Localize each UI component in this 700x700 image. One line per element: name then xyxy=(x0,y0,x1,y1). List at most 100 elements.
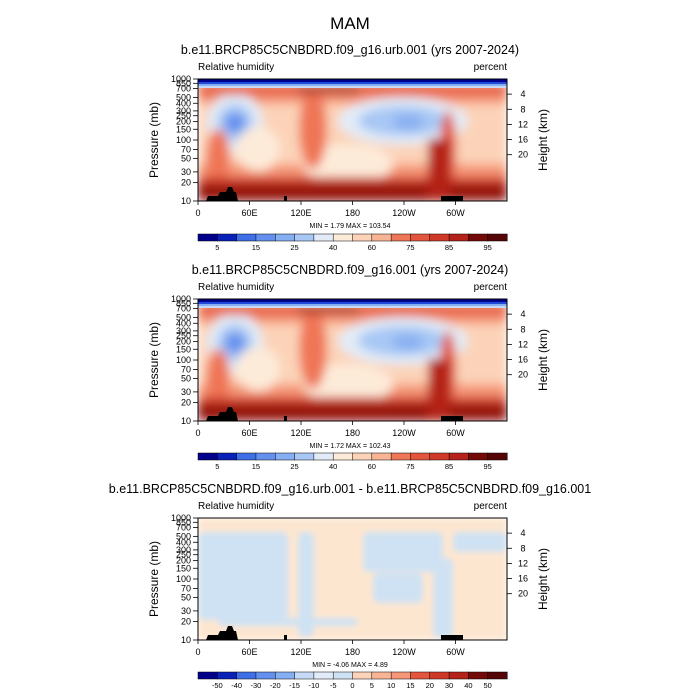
colorbar-box xyxy=(390,452,411,461)
y-tick-label: 250 xyxy=(176,111,191,121)
y-tick-label: 100 xyxy=(176,355,191,365)
strato-band-3 xyxy=(198,84,507,86)
y-tick-label: 200 xyxy=(176,337,191,347)
y-tick-label: 50 xyxy=(181,373,191,383)
colorbar-box xyxy=(197,452,218,461)
colorbar-box xyxy=(371,452,392,461)
y2-axis-label: Height (km) xyxy=(536,548,550,610)
topography-andes xyxy=(441,196,463,201)
y-axis-label: Pressure (mb) xyxy=(147,541,161,617)
colorbar-label: -5 xyxy=(330,681,337,690)
y2-tick-label: 12 xyxy=(518,119,528,129)
colorbar-label: 40 xyxy=(329,462,337,471)
colorbar-box xyxy=(236,671,257,680)
colorbar-box xyxy=(332,671,354,680)
x-tick-label: 120E xyxy=(290,208,311,218)
diff-negative-area xyxy=(433,558,453,638)
colorbar-label: -50 xyxy=(212,681,223,690)
colorbar-label: 25 xyxy=(290,243,298,252)
x-tick-label: 0 xyxy=(195,428,200,438)
colorbar-box xyxy=(313,233,334,242)
colorbar-box xyxy=(255,671,276,680)
x-tick-label: 60E xyxy=(241,647,257,657)
moist-column-1 xyxy=(299,309,327,389)
dry-zone-3 xyxy=(303,364,393,404)
diff-negative-area xyxy=(218,618,358,626)
y-tick-label: 10 xyxy=(181,416,191,426)
y-tick-label: 250 xyxy=(176,331,191,341)
y-tick-label: 700 xyxy=(176,522,191,532)
colorbar-box xyxy=(448,671,469,680)
y-tick-label: 50 xyxy=(181,592,191,602)
colorbar-box xyxy=(371,671,392,680)
panel-3: b.e11.BRCP85C5CNBDRD.f09_g16.urb.001 - b… xyxy=(109,482,591,690)
y-tick-label: 20 xyxy=(181,617,191,627)
y-tick-label: 1000 xyxy=(171,294,191,304)
strato-band-4 xyxy=(198,306,507,308)
rh-field xyxy=(198,299,507,421)
colorbar-label: 15 xyxy=(252,462,260,471)
colorbar-box xyxy=(332,233,354,242)
y-tick-label: 850 xyxy=(176,298,191,308)
y2-tick-label: 20 xyxy=(518,589,528,599)
colorbar-box xyxy=(313,671,334,680)
strato-band-2 xyxy=(198,302,507,304)
left-string: Relative humidity xyxy=(198,62,274,73)
dry-zone-4 xyxy=(236,347,280,391)
colorbar-box xyxy=(236,452,257,461)
colorbar-label: 25 xyxy=(290,462,298,471)
colorbar-box xyxy=(410,233,431,242)
y-tick-label: 500 xyxy=(176,312,191,322)
colorbar-label: -30 xyxy=(251,681,262,690)
diff-field xyxy=(198,518,507,640)
colorbar-box xyxy=(371,233,392,242)
colorbar-box xyxy=(448,452,469,461)
topography-africa xyxy=(206,187,238,201)
y-tick-label: 300 xyxy=(176,106,191,116)
colorbar-box xyxy=(390,671,411,680)
colorbar-box xyxy=(313,452,334,461)
y-tick-label: 20 xyxy=(181,398,191,408)
y-tick-label: 1000 xyxy=(171,513,191,523)
upper-moist-core xyxy=(298,307,358,313)
colorbar-box xyxy=(217,671,238,680)
x-tick-label: 0 xyxy=(195,647,200,657)
colorbar-box xyxy=(352,233,373,242)
topography-islands xyxy=(284,196,287,201)
y-tick-label: 400 xyxy=(176,318,191,328)
colorbar-label: 10 xyxy=(387,681,395,690)
strato-band-4 xyxy=(198,86,507,88)
x-tick-label: 180 xyxy=(345,208,360,218)
y-tick-label: 70 xyxy=(181,144,191,154)
dry-zone-3 xyxy=(303,144,393,184)
diff-negative-area xyxy=(373,573,423,603)
strato-band-1 xyxy=(198,299,507,302)
colorbar-box xyxy=(275,233,296,242)
colorbar: 5 15 25 40 60 75 85 95 xyxy=(197,452,508,471)
x-tick-label: 120W xyxy=(392,208,416,218)
x-tick-label: 180 xyxy=(345,647,360,657)
colorbar-box xyxy=(468,452,489,461)
y-tick-label: 10 xyxy=(181,635,191,645)
min-max-stats: MIN = 1.72 MAX = 102.43 xyxy=(310,443,391,450)
y-tick-label: 300 xyxy=(176,326,191,336)
y-tick-label: 300 xyxy=(176,545,191,555)
colorbar-box xyxy=(410,452,431,461)
field-group xyxy=(198,518,507,640)
colorbar-label: 60 xyxy=(368,462,376,471)
moist-andes xyxy=(428,139,450,201)
y-tick-label: 500 xyxy=(176,531,191,541)
x-tick-label: 120W xyxy=(392,428,416,438)
colorbar-label: 95 xyxy=(484,462,492,471)
colorbar-box xyxy=(487,233,508,242)
colorbar-box xyxy=(429,671,450,680)
y2-tick-label: 12 xyxy=(518,339,528,349)
topography-andes xyxy=(441,635,463,640)
colorbar-label: 40 xyxy=(464,681,472,690)
y-tick-label: 850 xyxy=(176,517,191,527)
colorbar-label: -10 xyxy=(308,681,319,690)
panel-1: b.e11.BRCP85C5CNBDRD.f09_g16.urb.001 (yr… xyxy=(147,43,550,252)
left-string: Relative humidity xyxy=(198,501,274,512)
colorbar-box xyxy=(275,452,296,461)
